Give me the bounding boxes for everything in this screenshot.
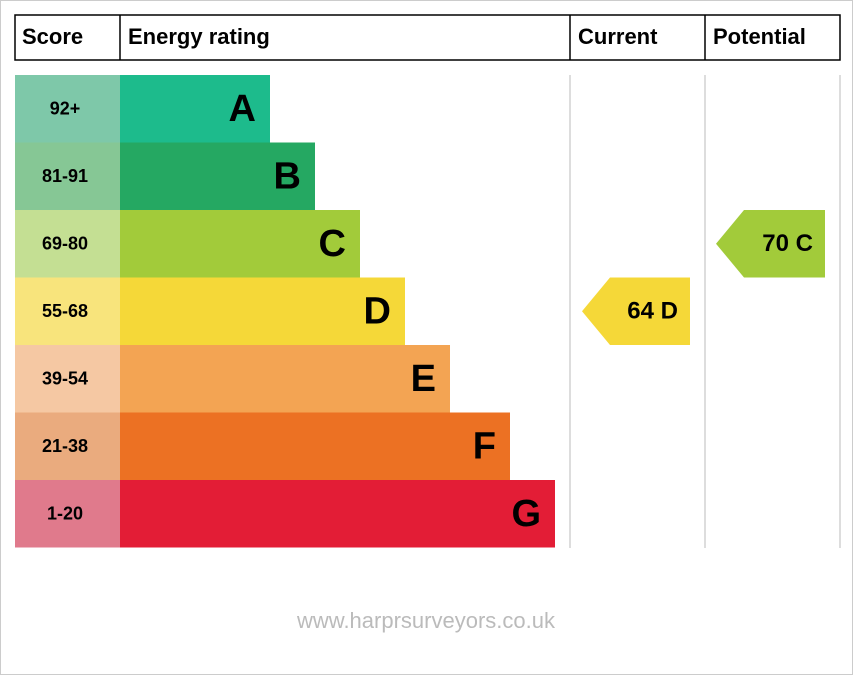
- rating-bar: [120, 142, 315, 210]
- current-arrow: [582, 277, 690, 345]
- rating-letter: A: [229, 88, 256, 130]
- rating-letter: G: [511, 493, 541, 535]
- rating-bar: [120, 345, 450, 413]
- footer: www.harprsurveyors.co.uk: [296, 608, 556, 633]
- score-label: 81-91: [42, 166, 88, 186]
- rating-letter: B: [274, 155, 301, 197]
- rating-bar: [120, 412, 510, 480]
- score-label: 92+: [50, 99, 81, 119]
- rating-bar: [120, 210, 360, 278]
- score-label: 55-68: [42, 301, 88, 321]
- potential-label: 70 C: [762, 230, 813, 257]
- score-cell: [15, 210, 120, 278]
- column-header: Potential: [713, 24, 806, 49]
- column-header: Energy rating: [128, 24, 270, 49]
- score-cell: [15, 142, 120, 210]
- column-header: Score: [22, 24, 83, 49]
- score-label: 39-54: [42, 369, 88, 389]
- score-cell: [15, 412, 120, 480]
- current-label: 64 D: [627, 298, 678, 325]
- rating-letter: D: [364, 290, 391, 332]
- score-cell: [15, 345, 120, 413]
- score-cell: [15, 75, 120, 143]
- score-label: 69-80: [42, 234, 88, 254]
- rating-letter: E: [411, 358, 436, 400]
- rating-bar: [120, 480, 555, 548]
- score-cell: [15, 277, 120, 345]
- rating-letter: C: [319, 223, 346, 265]
- score-label: 21-38: [42, 436, 88, 456]
- rating-bar: [120, 277, 405, 345]
- rating-bar: [120, 75, 270, 143]
- rating-letter: F: [473, 425, 496, 467]
- score-cell: [15, 480, 120, 548]
- score-label: 1-20: [47, 504, 83, 524]
- column-header: Current: [578, 24, 658, 49]
- header-box: [14, 14, 841, 61]
- potential-arrow: [716, 210, 825, 278]
